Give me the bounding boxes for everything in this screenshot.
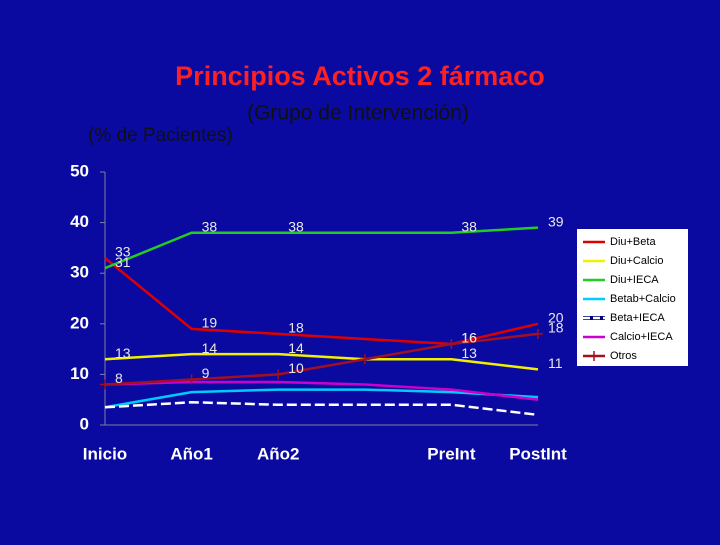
legend-label: Diu+Calcio [610,255,664,267]
legend-label: Beta+IECA [610,312,665,324]
data-label: 14 [202,340,218,356]
x-tick-label: Inicio [83,444,127,463]
chart-subtitle: (Grupo de Intervención) [247,102,469,125]
data-label: 10 [288,360,304,376]
data-label: 13 [115,345,131,361]
data-label: 14 [288,340,304,356]
y-tick-label: 20 [70,313,89,332]
legend-box [577,229,688,366]
point-marker [186,374,197,385]
data-label: 38 [461,218,477,234]
point-marker [533,328,543,339]
series-line [104,388,539,409]
series-line [104,332,539,386]
legend-label: Diu+Beta [610,236,656,248]
series-line [104,257,539,346]
y-tick-label: 0 [80,414,89,433]
data-label: 19 [202,315,218,331]
series-line [104,226,539,270]
data-label: 18 [548,320,564,336]
chart-title: Principios Activos 2 fármaco [175,61,545,91]
data-label: 38 [288,218,304,234]
x-tick-label: PreInt [427,444,476,463]
legend-label: Diu+IECA [610,274,659,286]
data-label: 16 [461,330,477,346]
data-label: 33 [115,244,131,260]
point-marker [100,379,110,390]
data-label: 13 [461,345,477,361]
x-tick-label: PostInt [509,444,567,463]
data-label: 11 [548,355,563,371]
point-marker [359,354,370,365]
data-label: 9 [202,365,210,381]
point-marker [446,339,457,350]
data-label: 18 [288,320,304,336]
y-tick-label: 40 [70,212,89,231]
y-tick-label: 10 [70,364,89,383]
legend-label: Calcio+IECA [610,331,673,343]
point-marker [273,369,284,380]
data-label: 20 [548,310,564,326]
legend-label: Betab+Calcio [610,293,676,305]
legend-label: Otros [610,350,637,362]
x-tick-label: Año1 [170,444,213,463]
legend-marker [589,351,599,361]
y-tick-label: 50 [70,161,89,180]
y-axis-label: (% de Pacientes) [88,125,233,146]
data-label: 38 [202,218,218,234]
series-line [104,400,539,417]
data-label: 31 [115,254,131,270]
data-label: 39 [548,213,564,229]
y-tick-label: 30 [70,263,89,282]
series-line [104,380,539,401]
x-tick-label: Año2 [257,444,300,463]
data-label: 8 [115,370,123,386]
series-line [104,352,539,371]
